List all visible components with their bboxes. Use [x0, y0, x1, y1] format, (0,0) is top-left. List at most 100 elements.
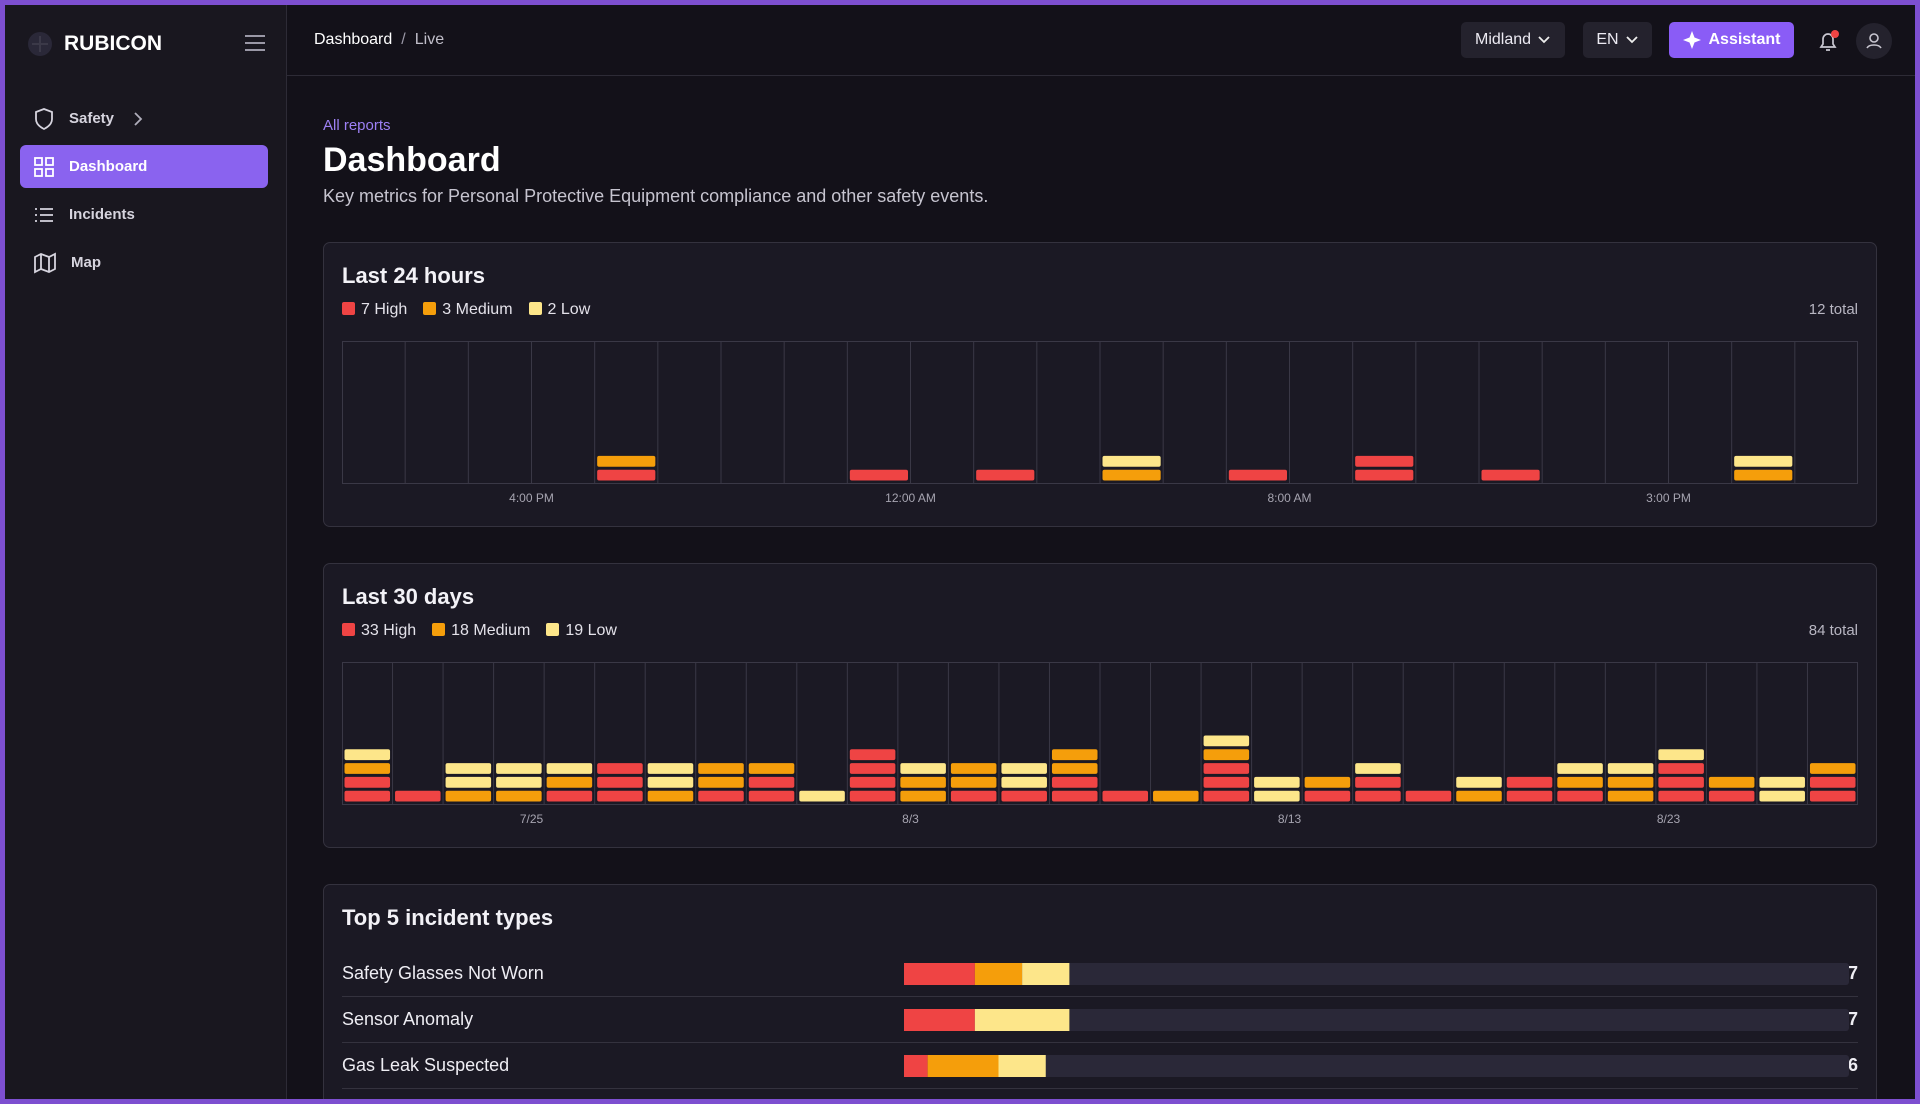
legend-name: Low [560, 301, 591, 318]
bar-segment [904, 963, 975, 985]
incident-block [900, 776, 946, 788]
incident-block [1355, 455, 1414, 467]
bar-segment [1001, 763, 1047, 788]
incident-block [1355, 469, 1414, 481]
chevron [1538, 36, 1550, 44]
nav-incidents[interactable]: Incidents [20, 193, 268, 236]
incident-block [1456, 776, 1502, 788]
incident-block [1203, 763, 1250, 774]
incident-block [698, 776, 744, 788]
bar-segment [445, 763, 492, 788]
chart: 4:00 PM 12:00 AM 8:00 AM 3:00 PM [342, 341, 1858, 505]
legend-swatch [432, 623, 446, 636]
total: 84 total [1809, 622, 1858, 639]
incident-block [1102, 790, 1149, 802]
nav-map[interactable]: Map [20, 241, 268, 284]
card-title: Last 30 days [342, 584, 475, 609]
incident-block [976, 469, 1035, 481]
incident-block [1153, 790, 1199, 802]
incident-block [849, 763, 896, 774]
incident-block [647, 776, 694, 788]
incident-block [1506, 790, 1553, 802]
bar-segment [1607, 763, 1654, 774]
bar-segment [445, 790, 492, 802]
language-select[interactable]: EN [1583, 22, 1652, 58]
language: EN [1596, 31, 1619, 48]
icon [34, 156, 54, 177]
incident-block [950, 776, 997, 788]
bar-segment [748, 776, 795, 802]
crumb-separator: / [401, 31, 406, 48]
nav-label: Incidents [69, 206, 135, 223]
bar-segment [1355, 763, 1401, 774]
incident-block [1304, 790, 1351, 802]
menu-toggle[interactable] [243, 33, 267, 53]
incident-block [1607, 763, 1654, 774]
region-select[interactable]: Midland [1461, 22, 1565, 58]
type-bar [904, 1055, 1849, 1077]
legend-swatch [423, 302, 437, 315]
incident-block [1658, 776, 1704, 788]
crumb: Live [414, 31, 445, 48]
incident-block [748, 763, 795, 774]
logo [28, 32, 52, 56]
legend-item: 2 Low [528, 301, 591, 319]
bar-segment [698, 763, 744, 788]
nav-label: Map [71, 254, 101, 271]
total-value: 84 [1808, 622, 1826, 639]
incident-block [1254, 790, 1300, 802]
x-tick-label: 8/23 [1657, 812, 1681, 826]
incident-block [1809, 776, 1856, 788]
bar-track [904, 1055, 1849, 1077]
incident-block [1051, 776, 1098, 788]
x-tick-label: 8:00 AM [1267, 491, 1311, 505]
bar-track [904, 1009, 1849, 1031]
bar-segment [998, 1055, 1046, 1077]
legend-item: 19 Low [546, 622, 617, 640]
incident-block [950, 790, 997, 802]
sparkle [1683, 31, 1702, 49]
type-total: 6 [1847, 1055, 1858, 1075]
total-unit: total [1829, 622, 1858, 639]
incident-block [1203, 776, 1250, 788]
incident-block [344, 749, 391, 761]
incident-block [1203, 790, 1250, 802]
bar-segment [344, 749, 391, 761]
incident-block [1304, 776, 1351, 788]
incident-block [597, 763, 643, 774]
incident-block [1557, 790, 1603, 802]
incident-block [1203, 749, 1250, 761]
total-unit: total [1829, 301, 1858, 318]
incident-block [1759, 776, 1805, 788]
incident-block [1607, 790, 1654, 802]
assistant-button[interactable]: Assistant [1669, 22, 1794, 58]
bar-segment [1734, 469, 1793, 481]
bar-segment [950, 763, 997, 788]
incident-block [1506, 776, 1553, 788]
bar-segment [1658, 763, 1704, 802]
bar-segment [1254, 776, 1300, 802]
nav-safety[interactable]: Safety [20, 97, 268, 140]
legend-count: 2 [547, 301, 557, 318]
bar-segment [647, 790, 694, 802]
bar-segment [1607, 776, 1654, 802]
legend-name: Medium [455, 301, 513, 318]
crumb[interactable]: Dashboard [314, 31, 393, 48]
user-menu[interactable] [1855, 22, 1893, 60]
bar-segment [1557, 790, 1603, 802]
back-link[interactable]: All reports [323, 117, 391, 134]
bar-segment [1102, 455, 1161, 467]
bar-segment [1557, 776, 1603, 788]
bar-segment [1759, 776, 1805, 802]
incident-block [748, 776, 795, 788]
total-value: 12 [1808, 301, 1826, 318]
incident-block [546, 776, 593, 788]
legend-item: 33 High [342, 622, 416, 640]
bar-segment [546, 763, 593, 774]
bar-segment [1355, 776, 1401, 802]
nav-dashboard[interactable]: Dashboard [20, 145, 268, 188]
bar-segment [1708, 790, 1755, 802]
notifications[interactable] [1816, 29, 1842, 55]
bar-segment [1456, 776, 1502, 788]
bar-segment [1001, 790, 1047, 802]
